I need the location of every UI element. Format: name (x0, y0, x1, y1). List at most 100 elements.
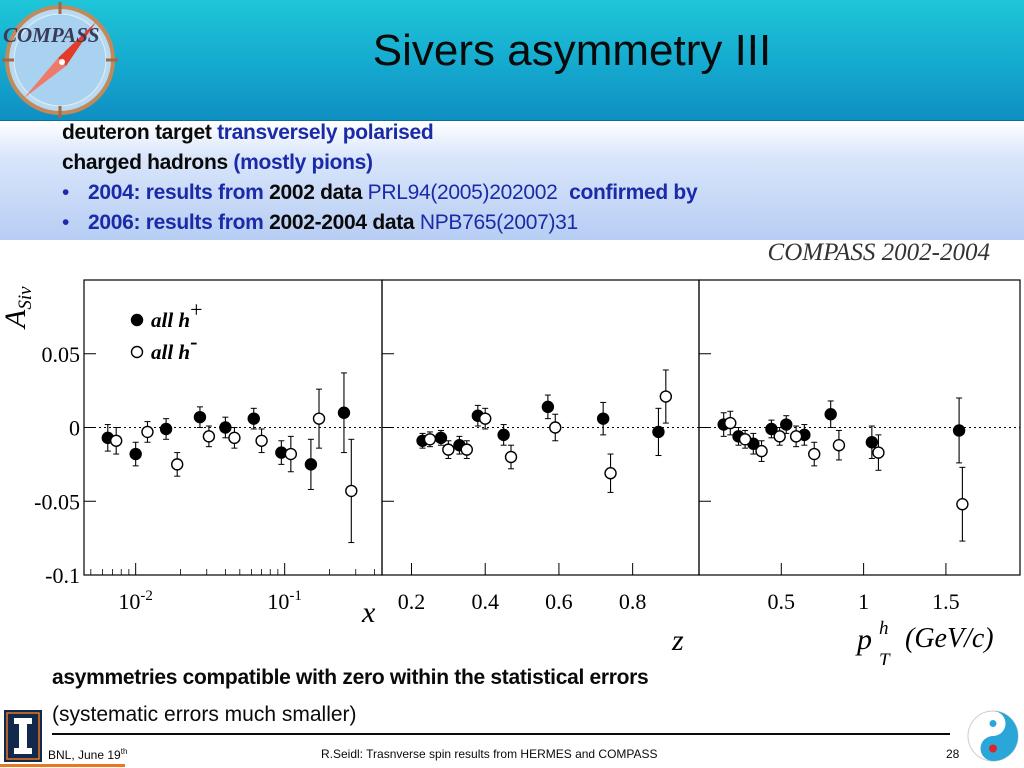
y-tick-label: 0.05 (42, 342, 81, 367)
footer-event-text: BNL, June 19 (48, 748, 121, 762)
hadrons-note: (mostly pions) (233, 151, 373, 174)
footer-event: BNL, June 19th (48, 747, 127, 762)
data-point-positive (780, 415, 793, 434)
compass-logo-text: COMPASS (3, 23, 99, 47)
data-point-negative (738, 429, 752, 449)
legend-marker (130, 313, 144, 327)
data-point-negative (479, 407, 492, 430)
x-tick-label: 1 (858, 589, 869, 614)
x-axis-label-pt: p h T (GeV/c) (855, 618, 994, 665)
y-ticks: 0.05 0 -0.05 -0.1 (34, 342, 80, 588)
bullet-icon: • (62, 211, 70, 234)
data-point-positive (952, 397, 966, 464)
x-tick-label: 10-2 (118, 588, 153, 614)
data-point-positive (497, 424, 510, 446)
data-point-positive (219, 416, 232, 439)
footer-talk-title: R.Seidl: Trasnverse spin results from HE… (321, 747, 658, 761)
x-tick-label: 10-1 (267, 588, 302, 614)
data-point-negative (773, 427, 786, 446)
data-point-negative (604, 453, 617, 493)
bullet-icon: • (62, 181, 70, 204)
data-point-negative (442, 440, 455, 459)
legend-entry: all h- (130, 329, 197, 364)
x-tick-label: 0.4 (471, 589, 499, 614)
data-point-positive (275, 440, 288, 465)
item-2004-data: 2002 data (269, 181, 363, 204)
data-point-negative (202, 425, 216, 448)
panel-pT: 0.5 1 1.5 (698, 279, 1021, 614)
data-point-negative (504, 444, 518, 470)
data-point-negative (755, 440, 768, 462)
footer-rule (52, 733, 950, 735)
intro-line-hadrons: charged hadrons (mostly pions) (62, 151, 373, 175)
x-tick-label: 0.6 (545, 589, 573, 614)
data-point-negative (284, 435, 298, 473)
data-point-negative (832, 429, 846, 461)
panel-x: 10-2 10-1 (83, 279, 383, 614)
y-tick-label: 0 (69, 416, 80, 441)
data-point-positive (434, 429, 448, 446)
x-axis-label-x: x (361, 596, 376, 629)
item-2006-data: 2002-2004 data (269, 211, 415, 234)
data-point-negative (460, 440, 473, 459)
x-axis-label-z: z (671, 624, 684, 657)
illinois-logo-icon (4, 710, 42, 762)
data-point-positive (765, 419, 778, 439)
y-tick-label: -0.05 (34, 489, 80, 514)
data-point-negative (345, 438, 358, 544)
x-tick-label: 0.8 (619, 589, 647, 614)
pt-label-sup: h (879, 618, 889, 639)
data-point-negative (228, 427, 241, 449)
slide-title: Sivers asymmetry III (372, 26, 772, 75)
legend-entry: all h+ (130, 297, 203, 332)
data-point-negative (956, 466, 969, 542)
footer-page-number: 28 (946, 747, 960, 761)
data-point-negative (724, 410, 737, 436)
data-point-negative (808, 441, 821, 467)
item-2004-text: 2004: results from (88, 181, 264, 204)
item-2004-reference: PRL94(2005)202002 (367, 181, 558, 204)
panel-frame (381, 279, 700, 576)
item-2006-text: 2006: results from (88, 211, 264, 234)
legend-marker (130, 345, 144, 359)
x-tick-label: 1.5 (932, 589, 960, 614)
y-axis-label: ASiv (0, 286, 36, 330)
data-point-positive (337, 372, 351, 454)
data-point-negative (549, 413, 562, 442)
spin-logo-icon (967, 710, 1019, 762)
conclusion-text: asymmetries compatible with zero within … (52, 666, 649, 689)
data-point-positive (193, 406, 207, 428)
slide-header: COMPASS Sivers asymmetry III (0, 0, 1024, 121)
chart-title: COMPASS 2002-2004 (768, 240, 990, 266)
data-point-negative (109, 427, 123, 455)
footer-event-sup: th (120, 747, 128, 756)
systematics-text: (systematic errors much smaller) (52, 703, 357, 726)
data-point-positive (652, 407, 665, 457)
data-point-positive (541, 394, 555, 420)
data-point-negative (171, 452, 184, 477)
data-point-positive (304, 438, 318, 490)
data-point-positive (596, 401, 610, 436)
data-point-negative (255, 428, 268, 454)
data-point-negative (872, 434, 885, 471)
pt-label-main: p (855, 623, 872, 656)
hadrons-label: charged hadrons (62, 151, 228, 174)
data-point-negative (789, 425, 803, 448)
bullet-item-2004: 2004: results from 2002 data PRL94(2005)… (88, 181, 698, 205)
y-tick-label: -0.1 (45, 563, 80, 588)
legend-label: all h- (151, 329, 197, 364)
data-point-negative (141, 421, 154, 443)
bullet-item-2006: 2006: results from 2002-2004 data NPB765… (88, 211, 578, 235)
sivers-chart: COMPASS 2002-2004 ASiv 0.050-0.05-0.1 10… (0, 240, 1021, 665)
data-point-negative (312, 388, 326, 449)
chart-legend: all h+all h- (130, 297, 203, 364)
pt-label-sub: T (879, 650, 891, 665)
data-point-negative (423, 431, 437, 448)
footer-accent-bar (0, 764, 125, 767)
x-tick-label: 0.2 (398, 589, 426, 614)
intro-band: deuteron target transversely polarised c… (0, 121, 1024, 240)
target-label: deuteron target (62, 121, 212, 144)
chart-panels: 10-2 10-1 0.2 0.4 0.6 0.8 0.5 1 1.5 (83, 279, 1021, 614)
target-polarisation: transversely polarised (217, 121, 434, 144)
item-2006-reference: NPB765(2007)31 (419, 211, 578, 234)
